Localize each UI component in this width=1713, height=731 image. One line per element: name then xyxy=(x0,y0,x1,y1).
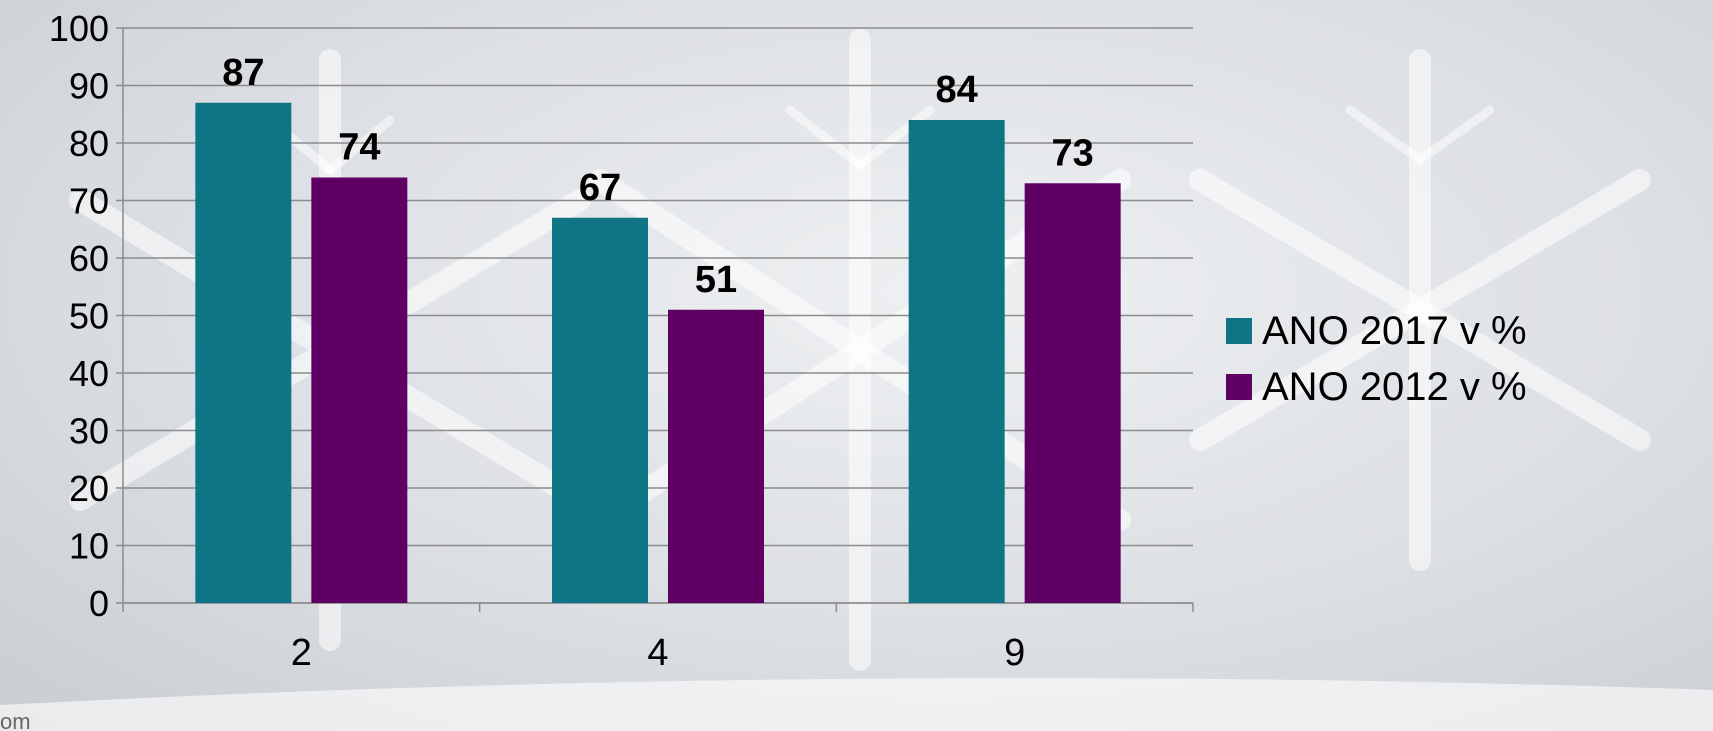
bars: 87 74 67 51 84 73 xyxy=(195,52,1121,603)
y-tick-label-100: 100 xyxy=(49,8,109,49)
y-tick-label-0: 0 xyxy=(89,583,109,624)
legend-swatch-2 xyxy=(1226,374,1252,400)
y-tick-label-40: 40 xyxy=(69,353,109,394)
bar-series1-9 xyxy=(908,120,1005,603)
legend-label-1: ANO 2017 v % xyxy=(1262,309,1527,353)
data-label-series2-4: 51 xyxy=(695,259,737,301)
data-label-series1-4: 67 xyxy=(579,167,621,209)
x-tick-label-2: 2 xyxy=(291,632,312,674)
legend-swatch-1 xyxy=(1226,318,1252,344)
x-tick-label-9: 9 xyxy=(1004,632,1025,674)
y-tick-label-50: 50 xyxy=(69,296,109,337)
y-tick-label-70: 70 xyxy=(69,181,109,222)
bar-series1-4 xyxy=(552,217,648,603)
footer-fragment: om xyxy=(0,709,31,731)
data-label-series1-9: 84 xyxy=(936,69,978,111)
bar-series1-2 xyxy=(195,102,292,603)
bar-series2-9 xyxy=(1024,183,1121,603)
y-tick-label-90: 90 xyxy=(69,66,109,107)
data-label-series2-9: 73 xyxy=(1052,132,1094,174)
bar-series2-2 xyxy=(311,177,408,603)
y-tick-label-10: 10 xyxy=(69,526,109,567)
x-axis: 2 4 9 xyxy=(122,602,1194,674)
data-label-series1-2: 87 xyxy=(222,52,264,94)
data-label-series2-2: 74 xyxy=(338,127,380,169)
x-tick-label-4: 4 xyxy=(647,632,668,674)
legend-label-2: ANO 2012 v % xyxy=(1262,365,1527,409)
y-tick-label-30: 30 xyxy=(69,411,109,452)
y-tick-label-60: 60 xyxy=(69,238,109,279)
y-tick-label-80: 80 xyxy=(69,123,109,164)
y-axis: 0 10 20 30 40 50 60 70 80 90 100 xyxy=(49,8,124,624)
bar-series2-4 xyxy=(668,309,764,603)
legend: ANO 2017 v % ANO 2012 v % xyxy=(1226,309,1527,409)
y-tick-label-20: 20 xyxy=(69,468,109,509)
